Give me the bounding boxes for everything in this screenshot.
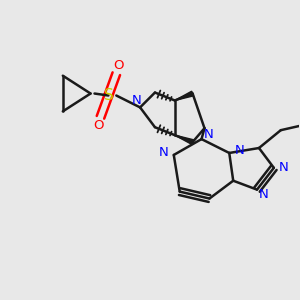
Text: N: N: [159, 146, 169, 160]
Polygon shape: [175, 91, 194, 101]
Text: O: O: [113, 59, 124, 72]
Text: N: N: [279, 161, 289, 174]
Text: S: S: [103, 88, 113, 103]
Text: O: O: [93, 119, 104, 132]
Text: N: N: [234, 145, 244, 158]
Text: N: N: [204, 128, 213, 141]
Text: N: N: [131, 94, 141, 107]
Polygon shape: [175, 135, 194, 144]
Text: N: N: [259, 188, 269, 201]
